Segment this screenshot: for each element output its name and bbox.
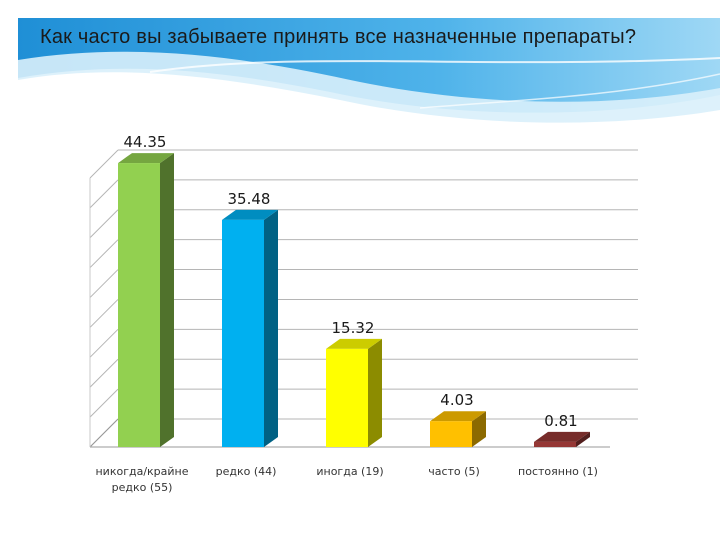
data-label-5: 0.81 — [544, 412, 577, 430]
bar-side — [368, 338, 382, 447]
header-wave-light — [18, 51, 720, 123]
category-label-2: редко (44) — [216, 465, 277, 478]
gridline-side — [89, 358, 119, 388]
data-label-4: 4.03 — [440, 391, 473, 409]
gridlines — [89, 149, 638, 448]
gridline-side — [89, 209, 119, 239]
bar-2 — [222, 209, 278, 447]
bars — [118, 153, 590, 448]
header-wave-line-2 — [419, 73, 720, 109]
bar-side — [264, 209, 278, 447]
bar-4 — [430, 411, 486, 447]
data-label-1: 44.35 — [124, 133, 167, 151]
bar-top — [222, 209, 278, 220]
data-labels: 44.35 35.48 15.32 4.03 0.81 — [124, 133, 578, 430]
bar-side — [160, 153, 174, 448]
bar-front — [534, 441, 576, 447]
bar-side — [576, 431, 590, 447]
gridline-side — [89, 269, 119, 298]
bar-front — [118, 163, 160, 448]
slide-title: Как часто вы забываете принять все назна… — [40, 26, 637, 48]
bar-top — [326, 338, 382, 349]
header-wave-main — [18, 18, 720, 113]
data-label-2: 35.48 — [228, 190, 271, 208]
bar-side — [472, 411, 486, 447]
category-labels: никогда/крайне редко (55) редко (44) иногда… — [95, 465, 597, 494]
bar-top — [118, 153, 174, 164]
header-wave-band — [18, 18, 720, 123]
bar-top — [534, 431, 590, 442]
category-label-4: часто (5) — [428, 465, 480, 478]
bar-front — [430, 421, 472, 447]
data-label-3: 15.32 — [332, 319, 375, 337]
gridline-side — [89, 239, 119, 269]
gridline-side — [89, 388, 119, 418]
floor-edge — [89, 418, 119, 448]
category-label-5: постоянно (1) — [518, 465, 598, 478]
gridline-side — [89, 179, 119, 209]
header-wave-line — [149, 57, 720, 73]
bar-front — [326, 348, 368, 447]
bar-top — [430, 411, 486, 422]
bar-front — [222, 219, 264, 447]
bar-1 — [118, 153, 174, 448]
gridline-side — [89, 299, 119, 328]
gridline-side — [89, 149, 119, 179]
category-label-3: иногда (19) — [316, 465, 383, 478]
bar-5 — [534, 431, 590, 447]
bar-3 — [326, 338, 382, 447]
category-label-1: никогда/крайне редко (55) — [95, 465, 188, 494]
gridline-side — [89, 328, 119, 358]
